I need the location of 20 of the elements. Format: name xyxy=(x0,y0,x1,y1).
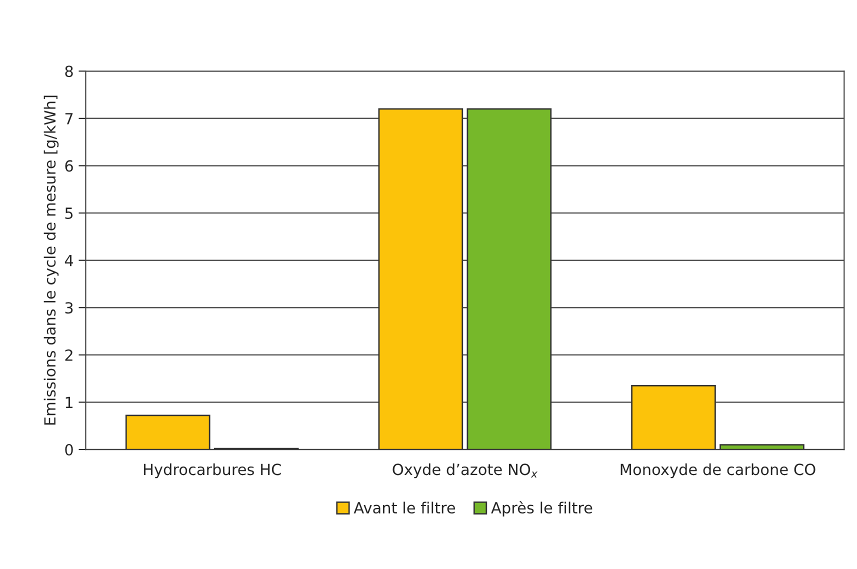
y-tick-label: 2 xyxy=(65,349,72,361)
legend-label: Après le filtre xyxy=(491,501,592,516)
x-tick-label: Oxyde d’azote NO$_{x}$ xyxy=(392,463,538,478)
bar xyxy=(720,444,804,450)
legend-label: Avant le filtre xyxy=(354,502,456,514)
y-tick-label: 0 xyxy=(65,444,73,456)
bar xyxy=(125,414,210,450)
y-tick-label: 5 xyxy=(65,208,73,220)
bar xyxy=(466,108,552,450)
y-axis-title: Emissions dans le cycle de mesure [g/kWh] xyxy=(44,96,59,425)
y-tick-label: 7 xyxy=(65,113,73,124)
x-tick-label: Monoxyde de carbone CO xyxy=(620,463,816,478)
y-tick-label: 6 xyxy=(65,160,73,172)
y-tick-label: 4 xyxy=(64,254,74,266)
y-tick-label: 8 xyxy=(65,66,73,78)
y-tick-label: 3 xyxy=(65,302,73,314)
x-tick-label: Hydrocarbures HC xyxy=(144,463,281,478)
bar xyxy=(378,108,464,450)
y-tick-label: 1 xyxy=(66,396,72,408)
bar xyxy=(631,384,716,450)
